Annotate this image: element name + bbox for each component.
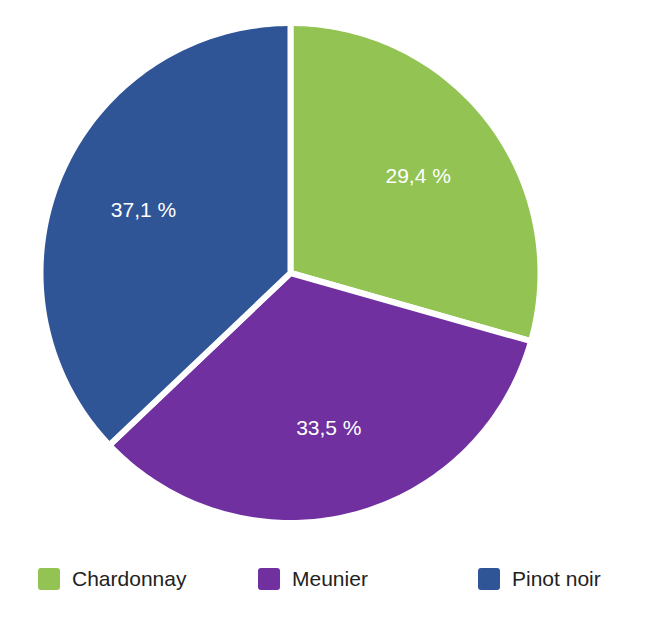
svg-text:37,1 %: 37,1 % xyxy=(111,198,176,221)
html-text:Meunier: Meunier xyxy=(292,567,368,590)
svg-text:29,4 %: 29,4 % xyxy=(385,164,450,187)
svg-text:33,5 %: 33,5 % xyxy=(296,416,361,439)
html-text:Chardonnay: Chardonnay xyxy=(72,567,187,590)
html-text:Pinot noir: Pinot noir xyxy=(512,567,601,590)
